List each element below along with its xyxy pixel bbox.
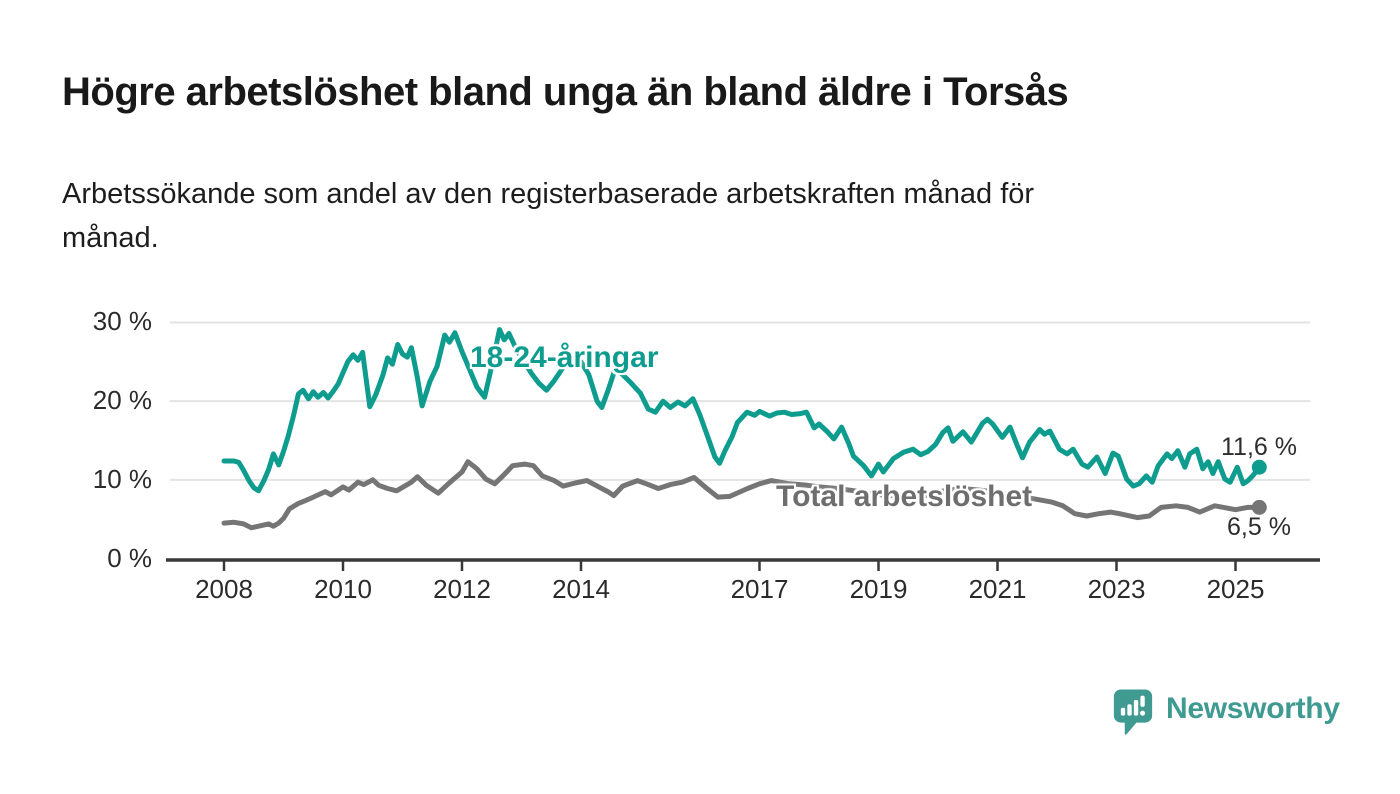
series-line bbox=[221, 459, 1262, 531]
y-axis-label: 30 % bbox=[92, 306, 152, 337]
x-axis-label: 2014 bbox=[552, 574, 610, 604]
newsworthy-brand: Newsworthy bbox=[1113, 688, 1340, 738]
newsworthy-logo-icon bbox=[1113, 689, 1153, 735]
chart-subtitle-line2: månad. bbox=[62, 222, 159, 254]
y-axis-label: 20 % bbox=[92, 385, 152, 416]
x-axis-label: 2025 bbox=[1206, 574, 1265, 604]
x-axis-label: 2017 bbox=[730, 574, 789, 604]
x-axis-label: 2019 bbox=[849, 574, 908, 604]
series-end-dot bbox=[1251, 499, 1267, 515]
y-axis-label: 10 % bbox=[92, 463, 152, 494]
series-line bbox=[221, 327, 1262, 494]
x-axis-label: 2010 bbox=[314, 574, 372, 604]
series-label-total: Total arbetslöshet bbox=[776, 480, 1033, 513]
x-axis-label: 2021 bbox=[968, 574, 1027, 604]
x-axis-label: 2012 bbox=[433, 574, 491, 604]
x-axis-label: 2008 bbox=[195, 574, 253, 604]
end-value-label-18-24: 11,6 % bbox=[1221, 433, 1297, 461]
x-axis-label: 2023 bbox=[1087, 574, 1146, 604]
series-end-dot bbox=[1251, 459, 1267, 475]
chart-title: Högre arbetslöshet bland unga än bland ä… bbox=[62, 70, 1069, 114]
newsworthy-wordmark: Newsworthy bbox=[1166, 692, 1340, 725]
chart-subtitle-line1: Arbetssökande som andel av den registerb… bbox=[62, 178, 1035, 210]
series-label-18-24: 18-24-åringar bbox=[470, 341, 659, 374]
x-axis bbox=[166, 558, 1320, 571]
series-lines bbox=[221, 327, 1267, 531]
chart-subtitle: Arbetssökande som andel av den registerb… bbox=[62, 172, 1034, 260]
end-value-label-total: 6,5 % bbox=[1227, 513, 1291, 541]
gridlines bbox=[170, 321, 1310, 481]
y-axis-label: 0 % bbox=[107, 542, 152, 573]
